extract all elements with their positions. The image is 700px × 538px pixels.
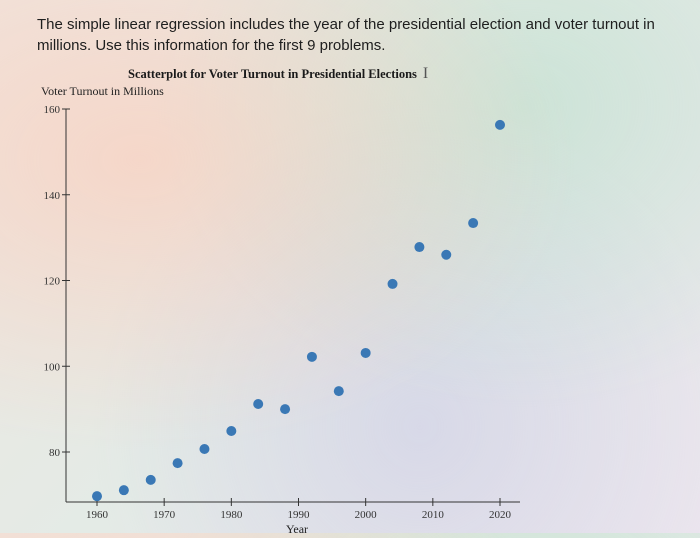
data-point [226, 425, 237, 436]
data-point [306, 351, 317, 362]
chart-title-row: Scatterplot for Voter Turnout in Preside… [128, 66, 700, 82]
scatterplot: 80 100 120 140 160 1960 1970 1980 1990 2000 2010 20… [44, 104, 520, 536]
data-point [253, 398, 264, 409]
x-tick-label: 2000 [355, 509, 378, 521]
y-tick-label: 100 [44, 361, 61, 373]
data-point [280, 404, 291, 415]
y-tick-label: 140 [44, 190, 61, 202]
data-point [118, 485, 129, 496]
problem-intro-text: The simple linear regression includes th… [37, 16, 655, 54]
x-tick-label: 1960 [86, 509, 109, 521]
chart-title: Scatterplot for Voter Turnout in Preside… [128, 67, 417, 81]
data-point [199, 443, 210, 454]
y-tick-label: 80 [49, 447, 61, 459]
y-tick-label: 120 [44, 276, 61, 288]
data-point [360, 347, 371, 358]
y-axis-label: Voter Turnout in Millions [41, 84, 164, 98]
x-tick-label: 2010 [422, 509, 445, 521]
data-point [441, 249, 452, 260]
x-tick-label: 1970 [153, 509, 176, 521]
x-tick-label: 1990 [288, 509, 311, 521]
data-point [172, 458, 183, 469]
data-point [92, 491, 102, 502]
data-point [495, 119, 505, 130]
x-tick-label: 1980 [220, 509, 243, 521]
y-tick-label: 160 [44, 104, 61, 116]
data-point [145, 474, 156, 485]
data-point [468, 218, 479, 229]
x-axis-label: Year [286, 522, 308, 536]
data-point [333, 386, 344, 397]
data-point [414, 242, 425, 253]
text-cursor-icon: I [422, 65, 429, 82]
x-tick-label: 2020 [489, 509, 512, 521]
data-point [387, 278, 398, 289]
